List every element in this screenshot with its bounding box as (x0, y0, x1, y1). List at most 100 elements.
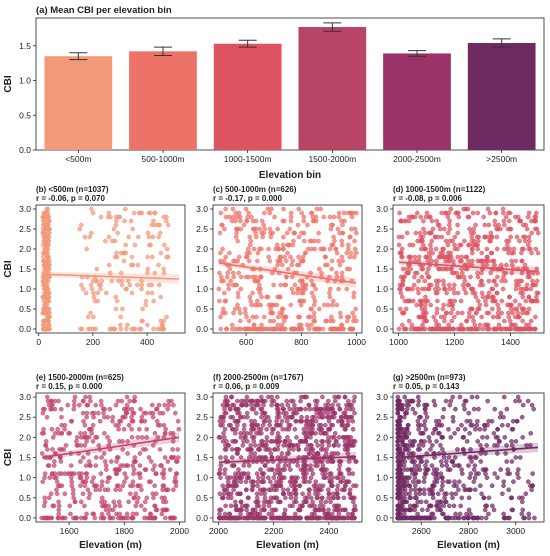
scatter-point (227, 511, 232, 517)
scatter-point (44, 302, 50, 308)
scatter-point (396, 503, 401, 509)
scatter-point (119, 278, 125, 284)
y-tick-label: 1.5 (376, 453, 388, 463)
scatter-point (516, 314, 522, 320)
scatter-point (235, 451, 240, 456)
y-tick-label: 2.0 (19, 244, 31, 254)
scatter-point (275, 463, 281, 468)
scatter-point (235, 418, 241, 424)
scatter-point (114, 254, 120, 260)
scatter-point (71, 398, 77, 404)
scatter-point (82, 443, 88, 448)
scatter-point (318, 426, 324, 432)
scatter-point (56, 471, 62, 476)
scatter-point (156, 402, 162, 408)
scatter-point (244, 394, 250, 400)
scatter-point (266, 254, 271, 260)
scatter-point (342, 447, 348, 452)
scatter-point (440, 479, 446, 484)
scatter-point (143, 302, 149, 308)
scatter-point (475, 246, 481, 252)
scatter-point (159, 471, 165, 476)
scatter-point (354, 230, 359, 236)
scatter-point (332, 410, 338, 416)
scatter-point (251, 322, 257, 328)
scatter-point (260, 475, 266, 480)
scatter-point (451, 326, 456, 332)
scatter-points (216, 206, 359, 332)
scatter-point (514, 306, 520, 312)
scatter-point (524, 226, 530, 232)
scatter-point (283, 258, 289, 264)
scatter-point (266, 511, 272, 517)
scatter-point (261, 402, 266, 408)
scatter-point (282, 463, 288, 468)
scatter-point (505, 467, 511, 472)
scatter-point (238, 499, 244, 505)
scatter-point (285, 402, 291, 408)
scatter-point (438, 443, 443, 448)
scatter-point (443, 499, 449, 505)
scatter-point (272, 447, 278, 452)
scatter-point (296, 234, 302, 240)
scatter-point (308, 426, 314, 432)
y-tick-label: 0.0 (19, 324, 31, 334)
scatter-point (99, 455, 104, 460)
scatter-point (130, 479, 136, 484)
scatter-point (431, 467, 437, 472)
scatter-point (412, 439, 417, 444)
scatter-point (530, 282, 535, 288)
scatter-point (514, 234, 520, 240)
scatter-point (477, 302, 483, 308)
scatter-point (220, 483, 226, 489)
x-axis-label: Elevation bin (259, 170, 321, 181)
scatter-point (441, 503, 447, 509)
scatter-point (445, 254, 450, 260)
scatter-point (93, 487, 98, 493)
y-tick-label: 1.5 (19, 453, 31, 463)
scatter-point (102, 431, 107, 436)
scatter-point (245, 471, 251, 476)
scatter-point (464, 439, 470, 444)
scatter-point (498, 226, 503, 232)
scatter-point (423, 463, 428, 468)
scatter-point (102, 459, 108, 464)
scatter-point (396, 483, 401, 489)
scatter-point (471, 467, 477, 472)
scatter-point (426, 250, 432, 256)
scatter-point (145, 230, 151, 236)
scatter-point (123, 206, 128, 212)
scatter-point (128, 218, 134, 224)
scatter-point (259, 479, 265, 484)
scatter-point (422, 306, 428, 312)
scatter-point (434, 310, 440, 316)
scatter-point (501, 479, 507, 484)
scatter-point (143, 467, 149, 472)
scatter-points (39, 394, 182, 521)
scatter-point (501, 274, 506, 280)
scatter-point (173, 410, 178, 416)
scatter-point (423, 499, 429, 505)
scatter-point (125, 322, 130, 328)
scatter-point (272, 507, 277, 513)
scatter-point (345, 246, 351, 252)
scatter-point (411, 298, 416, 304)
scatter-point (330, 475, 335, 480)
scatter-point (457, 463, 462, 468)
scatter-point (158, 294, 164, 300)
scatter-point (324, 318, 329, 324)
scatter-point (252, 451, 258, 456)
scatter-point (323, 254, 328, 260)
x-tick-label: 0 (36, 337, 41, 347)
scatter-point (110, 418, 115, 424)
scatter-point (139, 487, 144, 493)
scatter-point (279, 322, 285, 328)
scatter-point (461, 402, 467, 408)
scatter-point (464, 318, 469, 324)
scatter-point (314, 406, 320, 412)
scatter-point (332, 398, 338, 404)
scatter-point (235, 302, 240, 308)
scatter-point (130, 226, 135, 232)
scatter-point (302, 471, 307, 476)
scatter-point (45, 394, 50, 400)
